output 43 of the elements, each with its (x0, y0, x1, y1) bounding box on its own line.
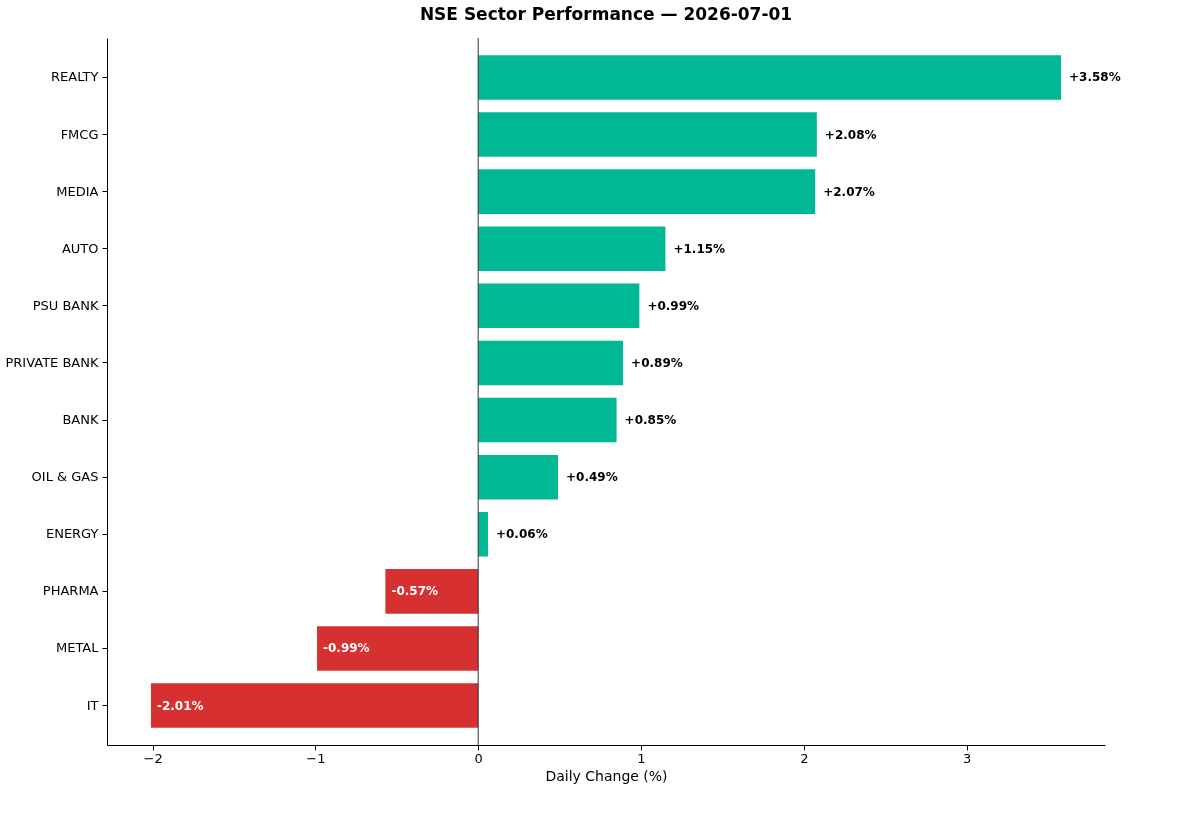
chart-title: NSE Sector Performance — 2026-07-01 (419, 3, 793, 24)
data-label: +0.06% (495, 527, 548, 542)
y-tick-label: OIL & GAS (31, 469, 99, 485)
bar (150, 683, 479, 728)
y-tick-label: IT (86, 697, 99, 713)
data-label: +2.08% (824, 127, 877, 142)
bar (478, 112, 817, 157)
y-tick-label: FMCG (60, 126, 99, 142)
data-label: +0.89% (631, 355, 683, 370)
x-tick-label: 3 (962, 750, 972, 766)
y-tick-label: BANK (62, 412, 99, 428)
x-tick-label: −2 (143, 750, 163, 766)
y-tick-label: REALTY (51, 69, 99, 85)
data-label: +0.99% (647, 298, 700, 313)
y-tick-label: PSU BANK (32, 297, 99, 313)
bar (478, 454, 558, 500)
y-tick-label: METAL (56, 640, 100, 656)
bar (478, 397, 617, 443)
y-tick-label: PHARMA (42, 583, 99, 599)
bar (478, 283, 640, 329)
x-tick-label: 1 (637, 750, 646, 766)
y-tick-label: ENERGY (45, 526, 99, 542)
bar (385, 569, 479, 614)
y-tick-label: PRIVATE BANK (5, 354, 99, 370)
y-tick-label: AUTO (61, 240, 99, 256)
data-label: +3.58% (1069, 70, 1121, 85)
x-axis-title: Daily Change (%) (545, 767, 668, 784)
data-label: +2.07% (823, 184, 875, 199)
bar (478, 226, 666, 271)
bar (478, 169, 816, 214)
bar (317, 626, 479, 671)
bar (478, 340, 624, 386)
x-tick-label: 0 (474, 750, 483, 766)
data-label: +0.49% (565, 470, 618, 485)
data-label: +1.15% (673, 241, 726, 256)
x-tick-label: −1 (306, 750, 326, 766)
data-label: +0.85% (624, 413, 677, 428)
data-label: -0.57% (391, 584, 439, 599)
data-label: -2.01% (156, 698, 204, 713)
bar (478, 55, 1062, 100)
data-label: -0.99% (323, 641, 370, 656)
y-tick-label: MEDIA (56, 183, 99, 199)
x-tick-label: 2 (800, 750, 809, 766)
